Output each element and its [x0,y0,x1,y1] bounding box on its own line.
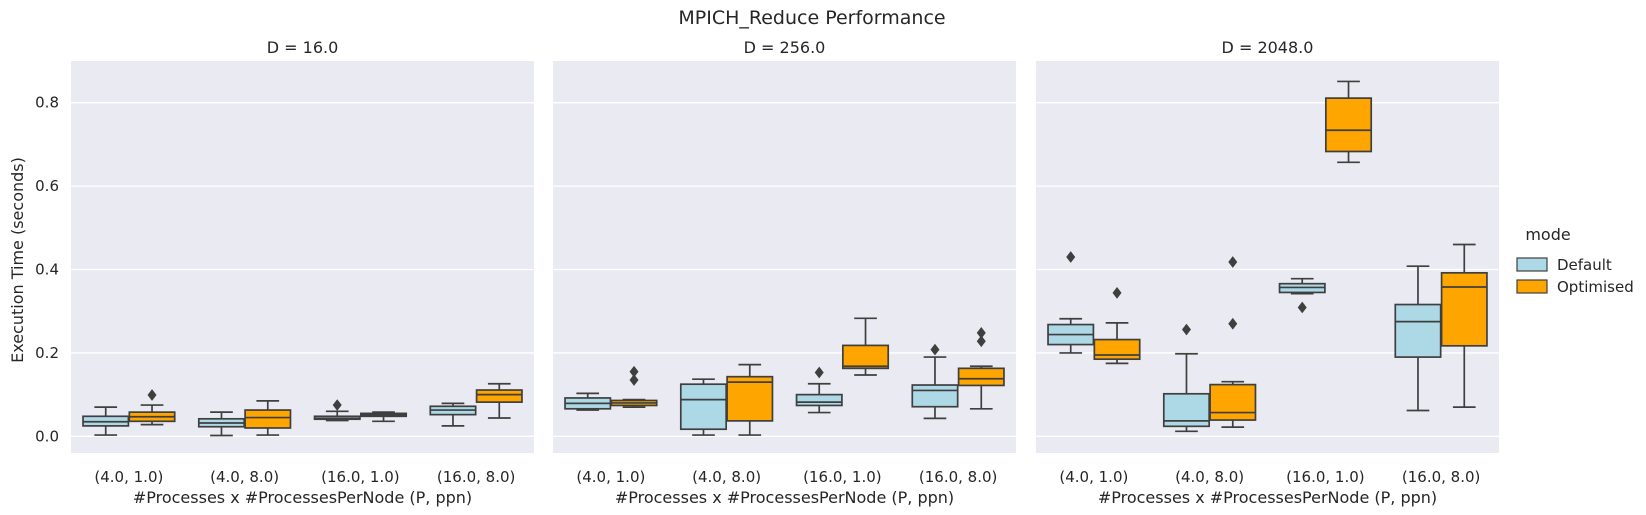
outlier-point [976,327,986,339]
box-optimised-1 [1093,287,1141,365]
box-default-2 [679,378,728,436]
outlier-point [1181,323,1191,336]
box-optimised-2 [726,363,774,436]
legend-label-default: Default [1557,256,1612,274]
box-body [1440,271,1488,347]
x-tick-label: (4.0, 1.0) [1059,468,1128,486]
y-tick-label: 0.4 [35,261,59,279]
y-axis-label: Execution Time (seconds) [8,157,27,363]
box-default-3 [795,366,843,414]
box-body [795,393,843,407]
outlier-point [1228,256,1238,268]
x-tick-label: (16.0, 8.0) [437,468,516,486]
outlier-point [1228,317,1238,330]
box-body [1209,383,1257,421]
outlier-point [814,366,824,379]
box-body [911,384,959,408]
subplot-2: D = 256.0 (4.0, 1.0) (4.0, 8.0) (16.0, 1.0)… [553,38,1016,507]
box-default-2 [197,411,246,437]
legend: mode Default Optimised [1516,225,1634,296]
box-default-1 [564,392,612,411]
x-tick-label: (16.0, 8.0) [919,468,998,486]
box-optimised-4 [1440,243,1488,408]
outlier-point [976,335,986,348]
box-optimised-4 [475,382,523,419]
subplot-title: D = 16.0 [267,38,339,57]
outlier-point [1297,301,1307,314]
outlier-point [930,343,940,356]
subplot-1: 0.0 0.2 0.4 0.6 0.8 D = 16.0 (4.0, 1.0) (4.0, 8… [35,38,534,507]
y-tick-label: 0.6 [35,177,59,195]
x-tick-label: (16.0, 8.0) [1402,468,1481,486]
x-tick-label: (4.0, 8.0) [210,468,279,486]
subplot-3: D = 2048.0 (4.0, 1.0) (4.0, 8.0) (16.0, 1.0… [1036,38,1499,507]
box-body [957,367,1005,387]
x-tick-label: (4.0, 8.0) [692,468,761,486]
box-body [726,375,774,422]
outlier-point [1112,287,1122,299]
outlier-point [629,374,639,386]
box-default-1 [82,406,130,436]
outlier-point [629,365,639,378]
box-default-3 [313,399,361,422]
box-default-1 [1047,251,1095,354]
x-axis-label: #Processes x #ProcessesPerNode (P, ppn) [615,488,954,507]
box-optimised-4 [957,327,1005,410]
y-tick-label: 0.0 [35,427,59,445]
box-default-4 [911,343,959,420]
y-tick-label: 0.8 [35,94,59,112]
figure-title: MPICH_Reduce Performance [678,7,945,29]
legend-swatch-default [1516,257,1548,272]
box-optimised-1 [128,389,176,426]
box-default-2 [1162,323,1211,433]
outlier-point [1066,251,1076,263]
box-default-3 [1278,277,1326,314]
plot-background [1036,61,1499,453]
x-tick-label: (16.0, 1.0) [1286,468,1365,486]
box-optimised-2 [244,400,292,436]
box-body [1394,303,1442,358]
box-body [679,383,728,431]
x-tick-label: (16.0, 1.0) [803,468,882,486]
box-optimised-3 [1324,80,1373,164]
legend-title: mode [1525,225,1570,244]
box-body [244,409,292,429]
x-tick-label: (4.0, 1.0) [576,468,645,486]
box-body [841,344,890,370]
x-axis-label: #Processes x #ProcessesPerNode (P, ppn) [133,488,472,507]
subplot-title: D = 256.0 [744,38,826,57]
box-optimised-3 [359,411,408,423]
box-default-4 [429,402,477,427]
box-optimised-2 [1209,256,1257,428]
box-body [1324,97,1373,153]
y-tick-label: 0.2 [35,344,59,362]
plot-background [71,61,534,453]
legend-swatch-optimised [1516,279,1548,294]
box-default-4 [1394,265,1442,412]
x-tick-label: (4.0, 1.0) [94,468,163,486]
box-optimised-1 [610,365,658,408]
outlier-point [332,399,342,411]
plot-area: 0.0 0.2 0.4 0.6 0.8 D = 16.0 (4.0, 1.0) (4.0, 8… [35,38,1499,507]
x-tick-label: (4.0, 8.0) [1175,468,1244,486]
box-body [475,389,523,403]
outlier-point [147,389,157,401]
subplot-title: D = 2048.0 [1222,38,1314,57]
box-optimised-3 [841,317,890,376]
box-body [1093,338,1141,361]
x-axis-label: #Processes x #ProcessesPerNode (P, ppn) [1098,488,1437,507]
legend-label-optimised: Optimised [1557,278,1634,296]
x-tick-label: (16.0, 1.0) [321,468,400,486]
